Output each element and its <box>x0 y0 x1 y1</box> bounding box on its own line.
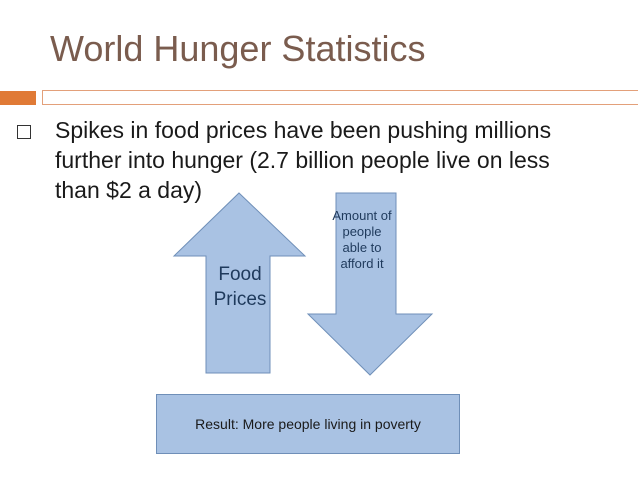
title-rule-accent <box>0 91 36 105</box>
down-arrow <box>306 192 434 376</box>
title-rule <box>42 90 638 105</box>
slide-title: World Hunger Statistics <box>50 28 426 69</box>
up-arrow <box>172 192 307 374</box>
result-text: Result: More people living in poverty <box>195 416 421 432</box>
up-arrow-label: Food Prices <box>213 264 267 310</box>
bullet-square-icon <box>17 125 31 139</box>
down-arrow-label: Amount of people able to afford it <box>332 208 392 271</box>
result-box: Result: More people living in poverty <box>156 394 460 454</box>
bullet-text: Spikes in food prices have been pushing … <box>55 117 552 203</box>
